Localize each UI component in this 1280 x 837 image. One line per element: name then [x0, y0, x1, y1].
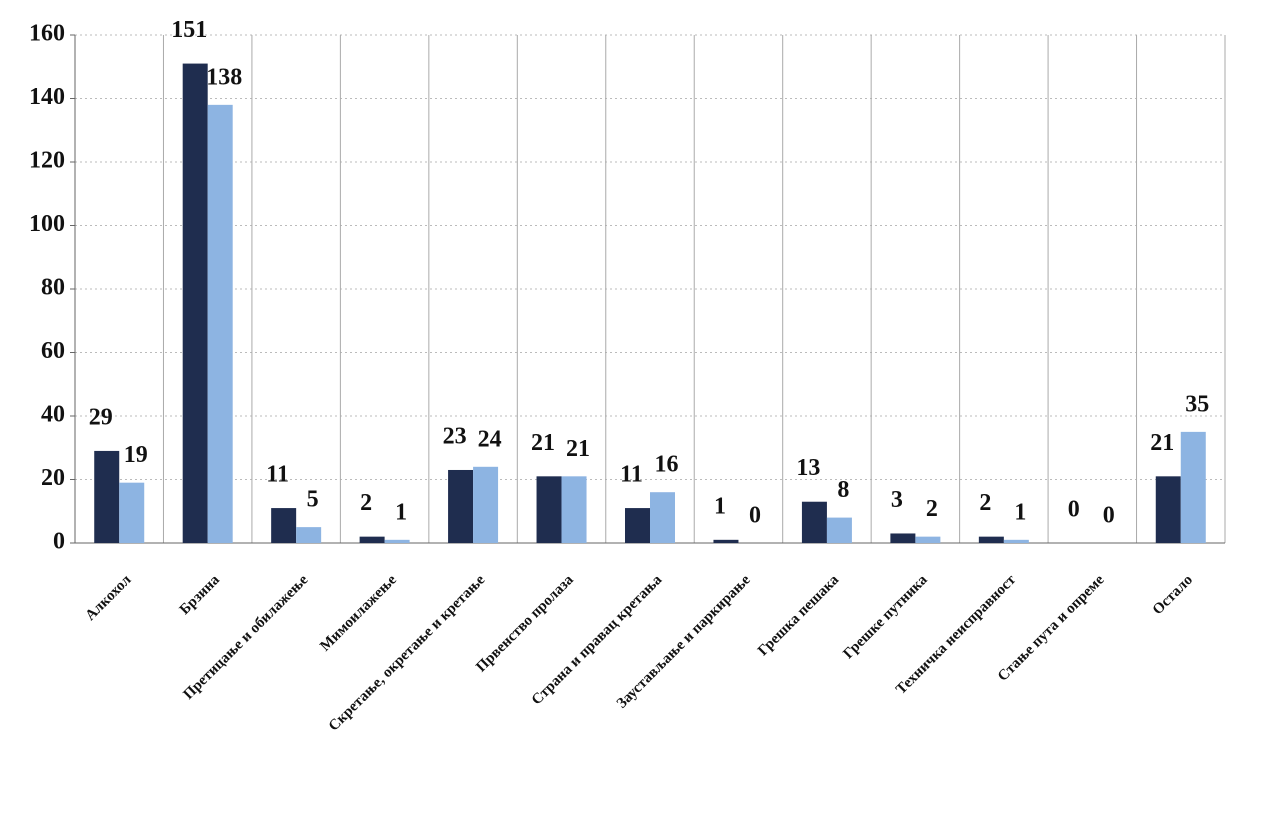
bar: [119, 482, 145, 543]
value-label: 35: [1185, 391, 1209, 417]
value-label: 2: [926, 496, 938, 522]
bar: [915, 536, 941, 543]
bar: [271, 508, 297, 543]
value-label: 16: [655, 452, 679, 478]
x-tick-label: Мимоилажење: [317, 572, 400, 655]
x-tick-label: Грешке путника: [840, 572, 931, 663]
value-label: 1: [714, 493, 726, 519]
x-tick-label: Брзина: [177, 572, 223, 618]
bar: [473, 466, 499, 543]
value-label: 1: [1014, 499, 1026, 525]
value-label: 151: [171, 17, 207, 43]
value-label: 23: [443, 423, 467, 449]
y-tick-label: 60: [41, 338, 65, 364]
y-tick-label: 160: [29, 21, 65, 47]
x-tick-label: Првенство пролаза: [473, 572, 577, 676]
x-tick-label: Грешка пешака: [755, 572, 843, 660]
y-tick-label: 140: [29, 84, 65, 110]
bar: [978, 536, 1004, 543]
y-tick-label: 120: [29, 148, 65, 174]
y-tick-label: 0: [53, 529, 65, 555]
value-label: 13: [796, 455, 820, 481]
y-tick-label: 20: [41, 465, 65, 491]
value-label: 1: [395, 499, 407, 525]
y-tick-label: 40: [41, 402, 65, 428]
bar: [359, 536, 385, 543]
value-label: 5: [307, 487, 319, 513]
bar: [182, 63, 208, 543]
bar: [1155, 476, 1181, 543]
bar: [890, 533, 916, 543]
value-label: 11: [266, 462, 289, 488]
bar: [826, 517, 852, 543]
bar: [384, 539, 410, 543]
x-tick-label: Алкохол: [83, 572, 135, 624]
x-tick-label: Остало: [1150, 572, 1196, 618]
x-tick-label: Скретање, окретање и кретање: [326, 572, 489, 735]
value-label: 2: [360, 490, 372, 516]
bar: [94, 450, 120, 543]
value-label: 0: [1103, 503, 1115, 529]
value-label: 0: [749, 503, 761, 529]
value-label: 2: [979, 490, 991, 516]
bar: [713, 539, 739, 543]
y-tick-label: 100: [29, 211, 65, 237]
value-label: 24: [478, 426, 502, 452]
bar: [536, 476, 562, 543]
value-label: 3: [891, 487, 903, 513]
value-label: 8: [837, 477, 849, 503]
value-label: 19: [124, 442, 148, 468]
value-label: 138: [206, 64, 242, 90]
value-label: 11: [620, 462, 643, 488]
bar: [1180, 431, 1206, 543]
bar: [650, 492, 675, 543]
bar: [296, 527, 322, 543]
bar: [561, 476, 587, 543]
value-label: 0: [1068, 497, 1080, 523]
y-tick-label: 80: [41, 275, 65, 301]
bar: [448, 469, 474, 543]
bar: [625, 508, 650, 543]
bar: [801, 501, 827, 543]
value-label: 21: [1150, 430, 1174, 456]
value-label: 29: [89, 404, 113, 430]
bar: [1003, 539, 1029, 543]
value-label: 21: [566, 436, 590, 462]
bar: [207, 104, 233, 543]
value-label: 21: [531, 430, 555, 456]
